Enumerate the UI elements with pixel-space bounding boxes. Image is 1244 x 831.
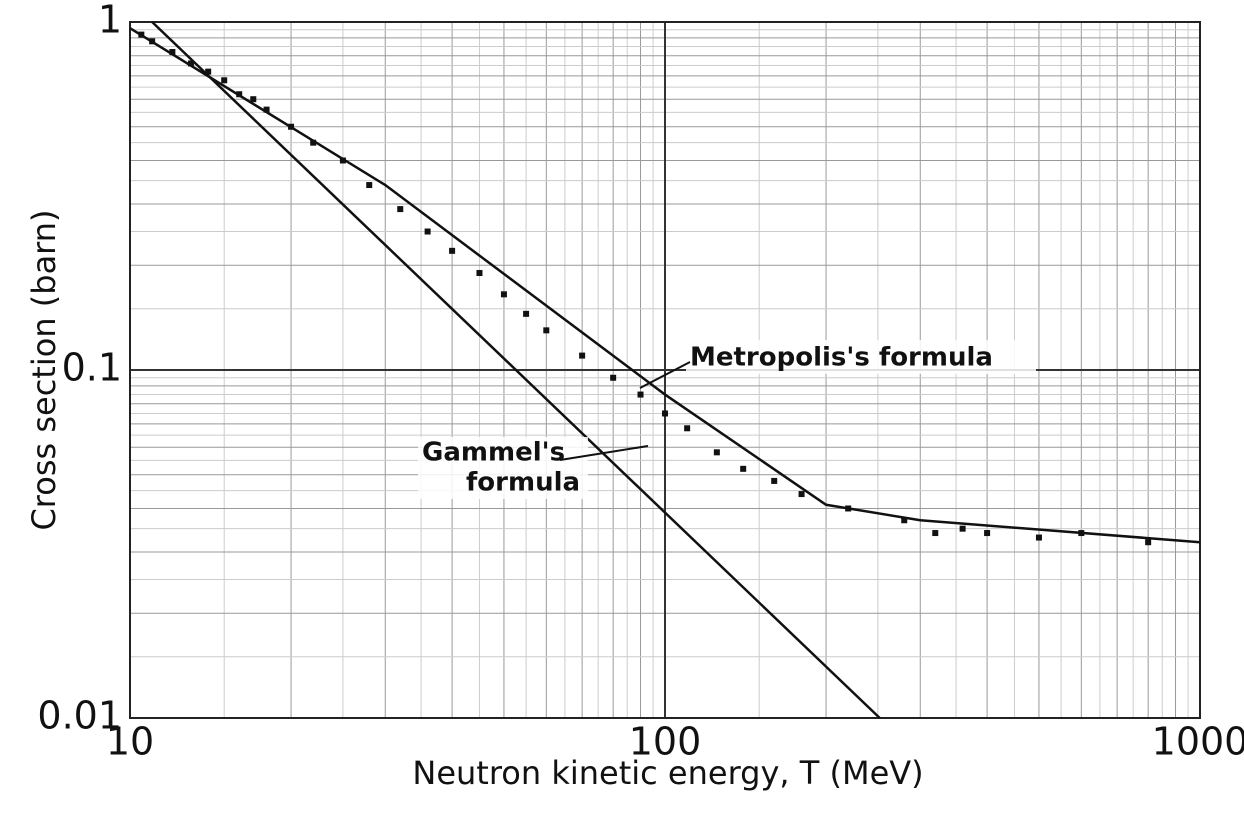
data-point: [187, 60, 194, 67]
data-point: [169, 48, 176, 55]
formula-line: [152, 22, 880, 718]
data-point: [236, 91, 243, 98]
data-point: [798, 491, 805, 498]
annotation-arrow: [559, 445, 649, 461]
data-point: [1035, 534, 1042, 541]
annotation-bg: [418, 437, 588, 499]
x-tick-label: 1000: [1152, 720, 1244, 764]
data-point: [959, 525, 966, 532]
annotation: Gammel's: [422, 438, 565, 468]
data-point: [1078, 530, 1085, 537]
data-point: [221, 77, 228, 84]
data-point: [523, 310, 530, 317]
data-point: [310, 139, 317, 146]
data-point: [740, 465, 747, 472]
data-point: [1145, 539, 1152, 546]
data-point: [449, 247, 456, 254]
plot-frame: [129, 21, 1201, 719]
data-point: [250, 96, 257, 103]
data-point: [288, 123, 295, 130]
y-tick-label: 0.1: [62, 346, 122, 390]
data-point: [366, 182, 373, 189]
data-point: [263, 106, 270, 113]
data-point: [932, 530, 939, 537]
data-point: [684, 425, 691, 432]
x-tick-label: 10: [106, 720, 154, 764]
annotation: formula: [466, 468, 580, 498]
data-point: [543, 327, 550, 334]
y-axis-label: Cross section (barn): [25, 209, 63, 530]
data-point: [424, 228, 431, 235]
data-point: [662, 410, 668, 417]
data-point: [149, 38, 156, 45]
data-point: [713, 449, 720, 456]
data-point: [637, 391, 644, 398]
y-tick-label: 1: [98, 0, 122, 42]
annotation-arrow: [639, 361, 691, 389]
data-point: [339, 157, 346, 164]
data-point: [771, 477, 778, 484]
data-point: [579, 352, 586, 359]
y-tick-label: 0.01: [37, 694, 122, 738]
data-point: [500, 291, 507, 298]
data-point: [845, 505, 852, 512]
data-point: [476, 269, 483, 276]
data-point: [397, 206, 404, 213]
annotation-bg: [686, 340, 1036, 374]
x-tick-label: 100: [629, 720, 702, 764]
data-point: [138, 31, 145, 38]
data-point: [205, 68, 212, 75]
data-point: [984, 530, 991, 537]
x-axis-label: Neutron kinetic energy, T (MeV): [412, 754, 923, 792]
data-point: [901, 517, 908, 524]
data-point: [610, 374, 617, 381]
annotation: Metropolis's formula: [690, 343, 993, 373]
